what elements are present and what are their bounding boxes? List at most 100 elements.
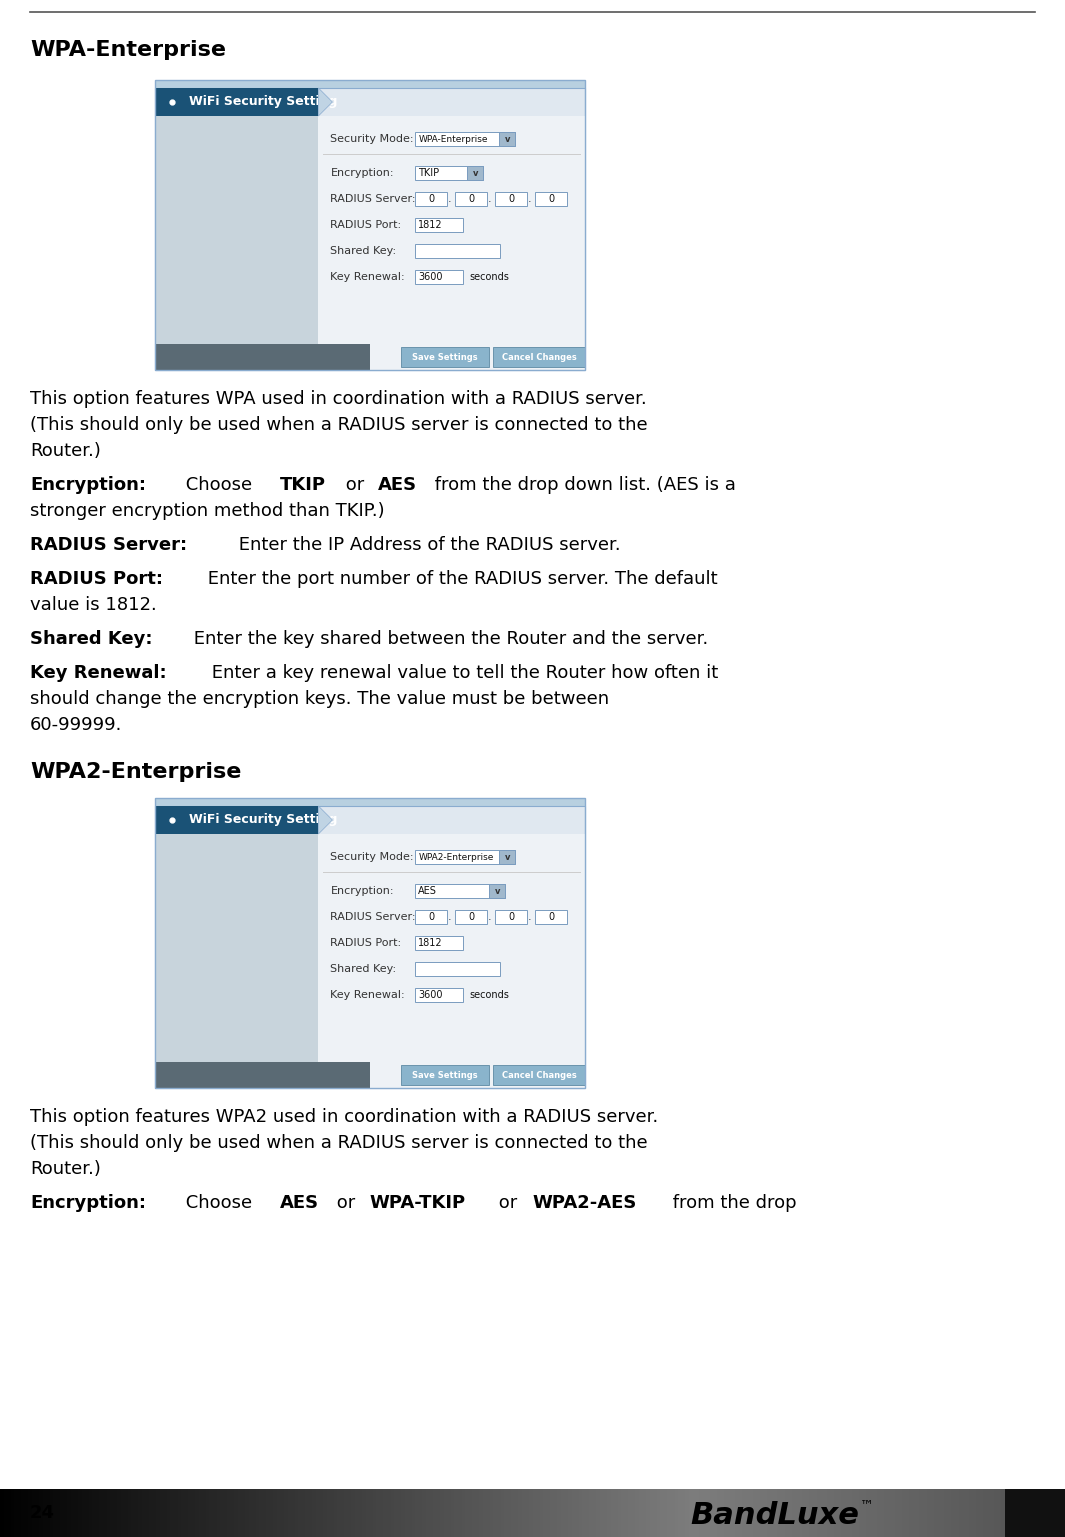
Bar bbox=[224, 1489, 228, 1537]
Bar bbox=[514, 1489, 520, 1537]
Text: 0: 0 bbox=[508, 194, 514, 204]
Text: RADIUS Server:: RADIUS Server: bbox=[330, 911, 416, 922]
Bar bbox=[220, 1489, 225, 1537]
Bar bbox=[298, 1489, 302, 1537]
Bar bbox=[987, 1489, 992, 1537]
Bar bbox=[895, 1489, 899, 1537]
Bar bbox=[280, 1489, 285, 1537]
Text: 0: 0 bbox=[428, 911, 435, 922]
Bar bbox=[24, 1489, 30, 1537]
Bar bbox=[770, 1489, 775, 1537]
Bar bbox=[155, 80, 585, 370]
Bar bbox=[615, 1489, 619, 1537]
Text: WPA-TKIP: WPA-TKIP bbox=[370, 1194, 465, 1213]
Text: Cancel Changes: Cancel Changes bbox=[502, 1070, 576, 1079]
Bar bbox=[181, 1489, 185, 1537]
Text: Enter a key renewal value to tell the Router how often it: Enter a key renewal value to tell the Ro… bbox=[207, 664, 719, 682]
Bar bbox=[167, 1489, 171, 1537]
Bar bbox=[495, 910, 527, 924]
Text: Choose: Choose bbox=[180, 1194, 258, 1213]
Bar bbox=[82, 1489, 86, 1537]
Text: Security Mode:: Security Mode: bbox=[330, 134, 414, 144]
Bar bbox=[359, 1489, 363, 1537]
Text: RADIUS Port:: RADIUS Port: bbox=[330, 938, 402, 948]
Bar bbox=[610, 1489, 616, 1537]
Bar bbox=[493, 1489, 498, 1537]
Bar bbox=[227, 1489, 232, 1537]
Bar bbox=[78, 1489, 83, 1537]
Bar bbox=[499, 132, 515, 146]
Text: ™: ™ bbox=[861, 1499, 874, 1512]
Bar bbox=[67, 1489, 72, 1537]
Bar bbox=[415, 936, 463, 950]
Text: Router.): Router.) bbox=[30, 1160, 101, 1177]
Bar bbox=[402, 1065, 489, 1085]
Bar bbox=[291, 1489, 296, 1537]
Bar bbox=[799, 1489, 803, 1537]
Bar bbox=[525, 1489, 530, 1537]
Bar bbox=[318, 115, 585, 370]
Bar bbox=[980, 1489, 984, 1537]
Text: WiFi Security Setting: WiFi Security Setting bbox=[190, 813, 338, 827]
Text: or: or bbox=[493, 1194, 523, 1213]
Bar bbox=[85, 1489, 89, 1537]
Bar bbox=[663, 1489, 669, 1537]
Bar bbox=[192, 1489, 196, 1537]
Text: WPA2-AES: WPA2-AES bbox=[532, 1194, 637, 1213]
Text: WiFi Security Setting: WiFi Security Setting bbox=[190, 95, 338, 109]
Bar bbox=[706, 1489, 711, 1537]
Bar bbox=[831, 1489, 835, 1537]
Text: v: v bbox=[473, 169, 478, 177]
Bar bbox=[155, 88, 585, 370]
Bar bbox=[913, 1489, 917, 1537]
Text: Encryption:: Encryption: bbox=[30, 476, 146, 493]
Bar bbox=[476, 1489, 480, 1537]
Bar bbox=[682, 1489, 686, 1537]
Bar bbox=[479, 1489, 484, 1537]
Text: .: . bbox=[447, 911, 452, 922]
Bar bbox=[759, 1489, 765, 1537]
Bar bbox=[248, 1489, 253, 1537]
Bar bbox=[114, 1489, 118, 1537]
Bar bbox=[674, 1489, 679, 1537]
Polygon shape bbox=[318, 88, 332, 115]
Bar bbox=[1033, 1489, 1037, 1537]
Polygon shape bbox=[318, 805, 332, 835]
Text: Router.): Router.) bbox=[30, 443, 101, 460]
Bar bbox=[402, 1489, 406, 1537]
Bar bbox=[155, 805, 585, 1088]
Bar bbox=[551, 1489, 555, 1537]
Bar bbox=[529, 1489, 534, 1537]
Bar bbox=[969, 1489, 973, 1537]
Bar bbox=[618, 1489, 622, 1537]
Bar bbox=[29, 1489, 33, 1537]
Bar bbox=[155, 798, 585, 805]
Bar bbox=[1030, 1489, 1034, 1537]
Bar bbox=[927, 1489, 931, 1537]
Bar bbox=[966, 1489, 970, 1537]
Bar bbox=[493, 347, 585, 367]
Bar bbox=[157, 1489, 161, 1537]
Bar bbox=[14, 1489, 19, 1537]
Bar bbox=[561, 1489, 566, 1537]
Bar bbox=[508, 1489, 512, 1537]
Bar bbox=[546, 1489, 552, 1537]
Text: Shared Key:: Shared Key: bbox=[30, 630, 152, 649]
Text: RADIUS Port:: RADIUS Port: bbox=[30, 570, 163, 589]
Bar bbox=[252, 1489, 257, 1537]
Bar bbox=[125, 1489, 129, 1537]
Text: seconds: seconds bbox=[470, 272, 509, 281]
Bar bbox=[977, 1489, 981, 1537]
Text: WPA-Enterprise: WPA-Enterprise bbox=[30, 40, 226, 60]
Text: WPA2-Enterprise: WPA2-Enterprise bbox=[30, 762, 242, 782]
Bar bbox=[64, 1489, 68, 1537]
Text: Encryption:: Encryption: bbox=[330, 885, 394, 896]
Bar bbox=[348, 1489, 353, 1537]
Bar bbox=[216, 1489, 222, 1537]
Text: 1812: 1812 bbox=[419, 938, 443, 948]
Bar bbox=[639, 1489, 643, 1537]
Bar bbox=[155, 1062, 370, 1088]
Bar bbox=[859, 1489, 864, 1537]
Bar bbox=[1009, 1489, 1013, 1537]
Bar bbox=[210, 1489, 214, 1537]
